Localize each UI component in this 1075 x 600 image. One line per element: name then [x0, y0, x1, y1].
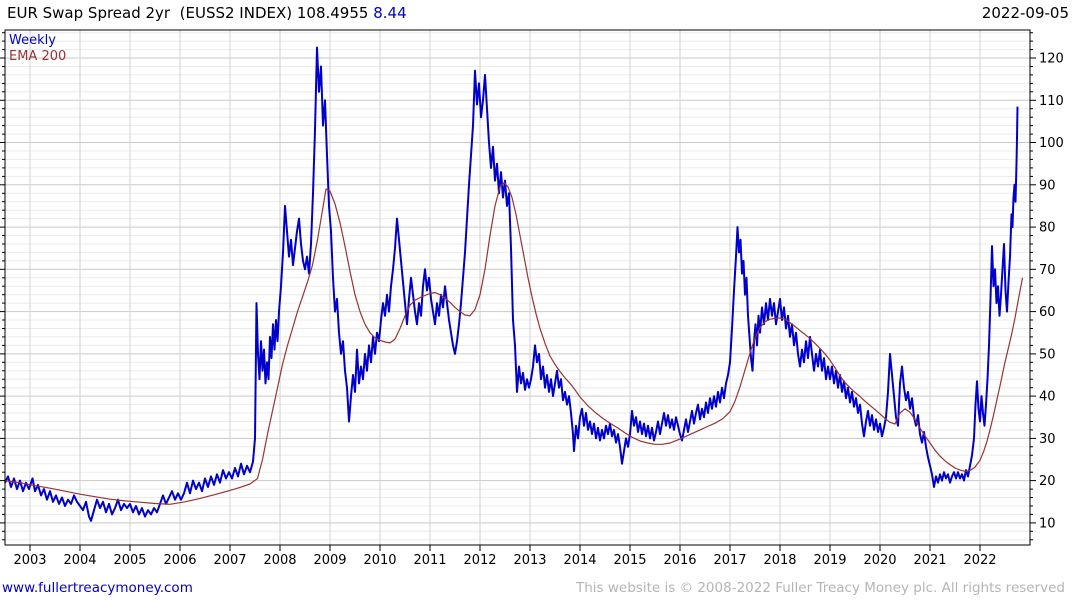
y-axis-label: 20 [1039, 474, 1056, 489]
plot-border [4, 29, 1031, 546]
x-axis-year-label: 2012 [463, 553, 496, 568]
instrument-title: EUR Swap Spread 2yr (EUSS2 INDEX) 108.49… [7, 4, 369, 22]
page-title: EUR Swap Spread 2yr (EUSS2 INDEX) 108.49… [7, 4, 407, 22]
x-axis-year-label: 2010 [363, 553, 396, 568]
legend-ema200-label: EMA 200 [9, 49, 67, 64]
x-axis-year-label: 2014 [563, 553, 596, 568]
x-axis-year-label: 2022 [963, 553, 996, 568]
x-axis-year-label: 2021 [913, 553, 946, 568]
y-axis-label: 100 [1039, 136, 1064, 151]
y-axis-label: 10 [1039, 516, 1056, 531]
chart-header: EUR Swap Spread 2yr (EUSS2 INDEX) 108.49… [0, 0, 1075, 28]
y-axis-label: 50 [1039, 347, 1056, 362]
x-axis-year-label: 2009 [313, 553, 346, 568]
x-axis-year-label: 2006 [163, 553, 196, 568]
x-axis-year-label: 2018 [763, 553, 796, 568]
change-value: 8.44 [373, 4, 407, 22]
x-axis-year-label: 2003 [13, 553, 46, 568]
y-axis-label: 70 [1039, 263, 1056, 278]
chart-legend: Weekly EMA 200 [9, 33, 66, 65]
x-axis-year-label: 2019 [813, 553, 846, 568]
x-axis-year-label: 2007 [213, 553, 246, 568]
y-axis-label: 60 [1039, 305, 1056, 320]
x-axis-year-label: 2017 [713, 553, 746, 568]
x-axis-year-label: 2005 [113, 553, 146, 568]
y-axis-label: 80 [1039, 221, 1056, 236]
x-axis-year-label: 2015 [613, 553, 646, 568]
copyright-text: This website is © 2008-2022 Fuller Treac… [576, 580, 1065, 596]
y-axis-label: 110 [1039, 94, 1064, 109]
y-axis-label: 30 [1039, 432, 1056, 447]
x-axis-year-label: 2013 [513, 553, 546, 568]
y-axis-label: 90 [1039, 178, 1056, 193]
fullertreacymoney-link[interactable]: www.fullertreacymoney.com [2, 580, 193, 596]
y-axis-label: 120 [1039, 52, 1064, 67]
legend-weekly-label: Weekly [9, 33, 56, 48]
y-axis-label: 40 [1039, 390, 1056, 405]
chart-date: 2022-09-05 [981, 4, 1069, 22]
x-axis-year-label: 2004 [63, 553, 96, 568]
x-axis-year-label: 2020 [863, 553, 896, 568]
x-axis-year-label: 2011 [413, 553, 446, 568]
weekly-price-line [4, 46, 1019, 522]
x-axis-year-label: 2008 [263, 553, 296, 568]
ema200-line [4, 182, 1024, 505]
x-axis-year-label: 2016 [663, 553, 696, 568]
